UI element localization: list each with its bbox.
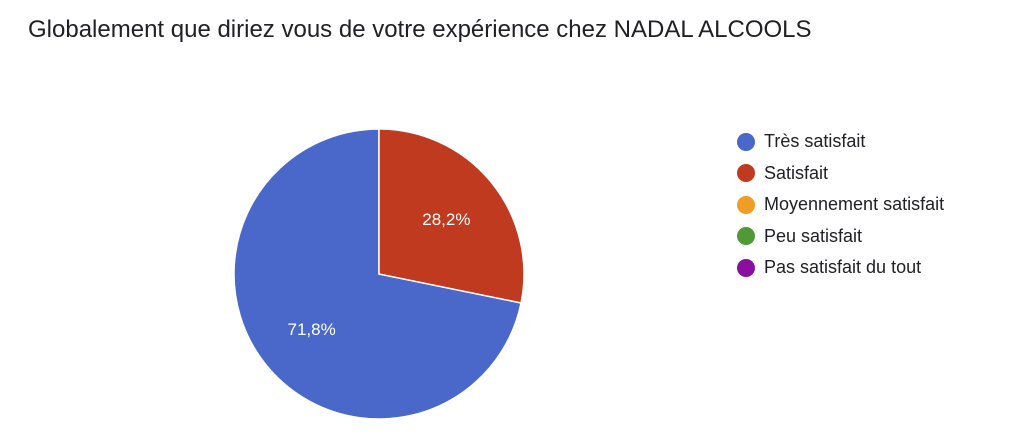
legend-item-5[interactable]: Pas satisfait du tout	[737, 252, 944, 284]
legend: Très satisfait Satisfait Moyennement satis…	[737, 126, 944, 284]
legend-label-1: Très satisfait	[764, 131, 866, 152]
pie-slice-1[interactable]	[233, 128, 522, 420]
legend-item-2[interactable]: Satisfait	[737, 158, 944, 190]
legend-item-3[interactable]: Moyennement satisfait	[737, 189, 944, 221]
legend-swatch-1	[737, 132, 755, 151]
legend-item-4[interactable]: Peu satisfait	[737, 221, 944, 253]
pie-slice-2[interactable]	[378, 128, 525, 304]
legend-swatch-5	[737, 258, 755, 277]
pie-data-label-2: 28,2%	[422, 210, 470, 229]
legend-item-1[interactable]: Très satisfait	[737, 126, 944, 158]
legend-label-2: Satisfait	[764, 162, 829, 183]
chart-title: Globalement que diriez vous de votre exp…	[28, 16, 812, 43]
legend-swatch-2	[737, 164, 755, 183]
legend-label-5: Pas satisfait du tout	[764, 257, 922, 278]
legend-label-3: Moyennement satisfait	[764, 194, 945, 215]
pie-data-label-1: 71,8%	[288, 320, 336, 339]
legend-swatch-4	[737, 227, 755, 246]
legend-label-4: Peu satisfait	[764, 225, 863, 246]
legend-swatch-3	[737, 195, 755, 214]
